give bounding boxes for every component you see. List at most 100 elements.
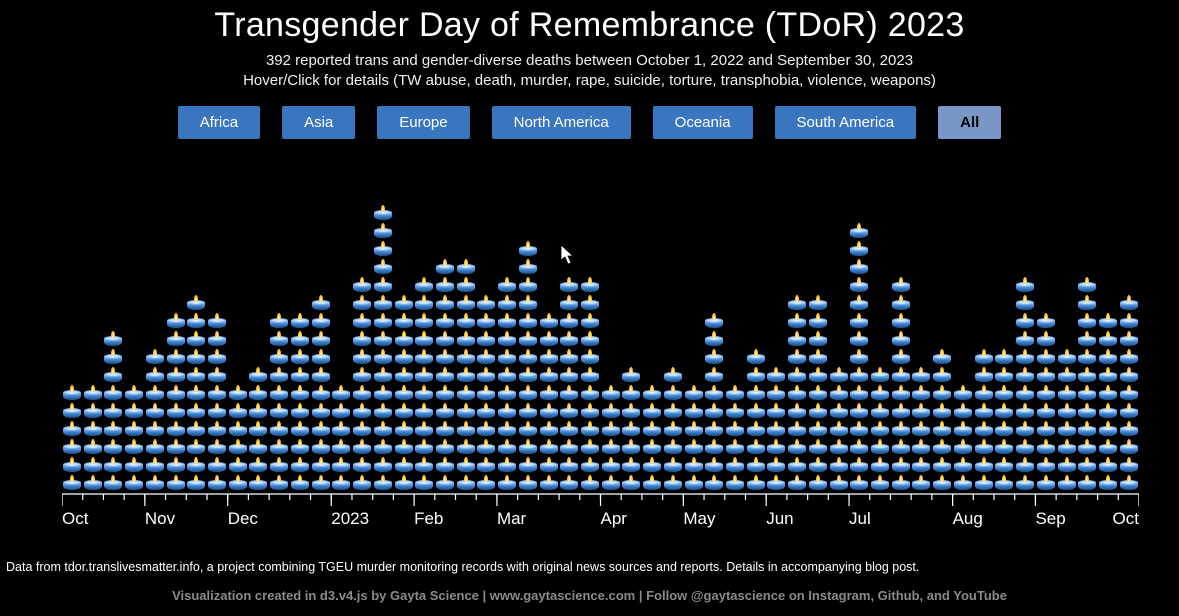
candle-icon[interactable]	[664, 422, 682, 436]
candle-icon[interactable]	[374, 260, 392, 274]
candle-icon[interactable]	[1058, 476, 1076, 490]
filter-button-africa[interactable]: Africa	[178, 106, 260, 139]
candle-icon[interactable]	[229, 386, 247, 400]
candle-icon[interactable]	[477, 422, 495, 436]
candle-icon[interactable]	[519, 278, 537, 292]
candle-icon[interactable]	[850, 422, 868, 436]
candle-icon[interactable]	[249, 458, 267, 472]
candle-icon[interactable]	[436, 386, 454, 400]
candle-icon[interactable]	[125, 440, 143, 454]
candle-icon[interactable]	[415, 440, 433, 454]
candle-icon[interactable]	[850, 476, 868, 490]
candle-icon[interactable]	[892, 350, 910, 364]
candle-icon[interactable]	[664, 440, 682, 454]
candle-icon[interactable]	[560, 332, 578, 346]
candle-icon[interactable]	[436, 278, 454, 292]
candle-icon[interactable]	[374, 476, 392, 490]
candle-icon[interactable]	[270, 386, 288, 400]
candle-icon[interactable]	[374, 332, 392, 346]
candle-icon[interactable]	[643, 440, 661, 454]
candle-icon[interactable]	[788, 440, 806, 454]
candle-icon[interactable]	[374, 422, 392, 436]
candle-icon[interactable]	[270, 404, 288, 418]
candle-icon[interactable]	[1120, 368, 1138, 382]
candle-icon[interactable]	[933, 386, 951, 400]
candle-icon[interactable]	[705, 314, 723, 328]
candle-icon[interactable]	[436, 260, 454, 274]
candle-icon[interactable]	[415, 278, 433, 292]
candle-icon[interactable]	[312, 422, 330, 436]
candle-icon[interactable]	[249, 386, 267, 400]
candle-icon[interactable]	[975, 350, 993, 364]
candle-icon[interactable]	[975, 422, 993, 436]
candle-icon[interactable]	[167, 458, 185, 472]
candle-icon[interactable]	[788, 404, 806, 418]
filter-button-asia[interactable]: Asia	[282, 106, 355, 139]
candle-icon[interactable]	[270, 368, 288, 382]
candle-icon[interactable]	[622, 368, 640, 382]
candle-icon[interactable]	[457, 350, 475, 364]
candle-icon[interactable]	[1016, 404, 1034, 418]
candle-icon[interactable]	[1016, 368, 1034, 382]
candle-icon[interactable]	[1016, 314, 1034, 328]
candle-icon[interactable]	[1078, 350, 1096, 364]
candle-icon[interactable]	[312, 476, 330, 490]
candle-icon[interactable]	[850, 224, 868, 238]
candle-icon[interactable]	[229, 440, 247, 454]
candle-icon[interactable]	[912, 386, 930, 400]
candle-icon[interactable]	[912, 404, 930, 418]
candle-icon[interactable]	[63, 476, 81, 490]
candle-icon[interactable]	[457, 296, 475, 310]
candle-icon[interactable]	[291, 368, 309, 382]
candle-icon[interactable]	[1078, 440, 1096, 454]
candle-icon[interactable]	[167, 314, 185, 328]
candle-icon[interactable]	[1037, 368, 1055, 382]
candle-icon[interactable]	[374, 278, 392, 292]
candle-icon[interactable]	[208, 476, 226, 490]
candle-icon[interactable]	[850, 368, 868, 382]
candle-icon[interactable]	[747, 458, 765, 472]
candle-icon[interactable]	[892, 314, 910, 328]
candle-icon[interactable]	[830, 458, 848, 472]
candle-icon[interactable]	[995, 350, 1013, 364]
candle-icon[interactable]	[685, 404, 703, 418]
candle-icon[interactable]	[104, 422, 122, 436]
candle-icon[interactable]	[705, 476, 723, 490]
candle-icon[interactable]	[1016, 350, 1034, 364]
candle-icon[interactable]	[830, 386, 848, 400]
candle-icon[interactable]	[498, 350, 516, 364]
candle-icon[interactable]	[1016, 440, 1034, 454]
candle-icon[interactable]	[1099, 440, 1117, 454]
candle-icon[interactable]	[353, 440, 371, 454]
candle-icon[interactable]	[726, 422, 744, 436]
candle-icon[interactable]	[291, 476, 309, 490]
candle-icon[interactable]	[871, 458, 889, 472]
candle-icon[interactable]	[560, 314, 578, 328]
candle-icon[interactable]	[498, 332, 516, 346]
candle-icon[interactable]	[995, 404, 1013, 418]
candle-icon[interactable]	[975, 458, 993, 472]
candle-icon[interactable]	[622, 422, 640, 436]
candle-icon[interactable]	[912, 368, 930, 382]
candle-icon[interactable]	[229, 422, 247, 436]
candle-icon[interactable]	[415, 296, 433, 310]
candle-icon[interactable]	[167, 368, 185, 382]
candle-icon[interactable]	[353, 314, 371, 328]
candle-icon[interactable]	[63, 386, 81, 400]
candle-icon[interactable]	[809, 314, 827, 328]
candle-icon[interactable]	[436, 440, 454, 454]
candle-icon[interactable]	[395, 404, 413, 418]
candle-icon[interactable]	[788, 458, 806, 472]
candle-icon[interactable]	[871, 476, 889, 490]
candle-icon[interactable]	[1120, 440, 1138, 454]
candle-icon[interactable]	[270, 458, 288, 472]
candle-icon[interactable]	[415, 350, 433, 364]
candle-icon[interactable]	[519, 332, 537, 346]
candle-icon[interactable]	[767, 440, 785, 454]
candle-icon[interactable]	[892, 422, 910, 436]
candle-icon[interactable]	[540, 404, 558, 418]
candle-icon[interactable]	[933, 350, 951, 364]
candle-icon[interactable]	[498, 440, 516, 454]
candle-icon[interactable]	[104, 476, 122, 490]
candle-icon[interactable]	[291, 440, 309, 454]
